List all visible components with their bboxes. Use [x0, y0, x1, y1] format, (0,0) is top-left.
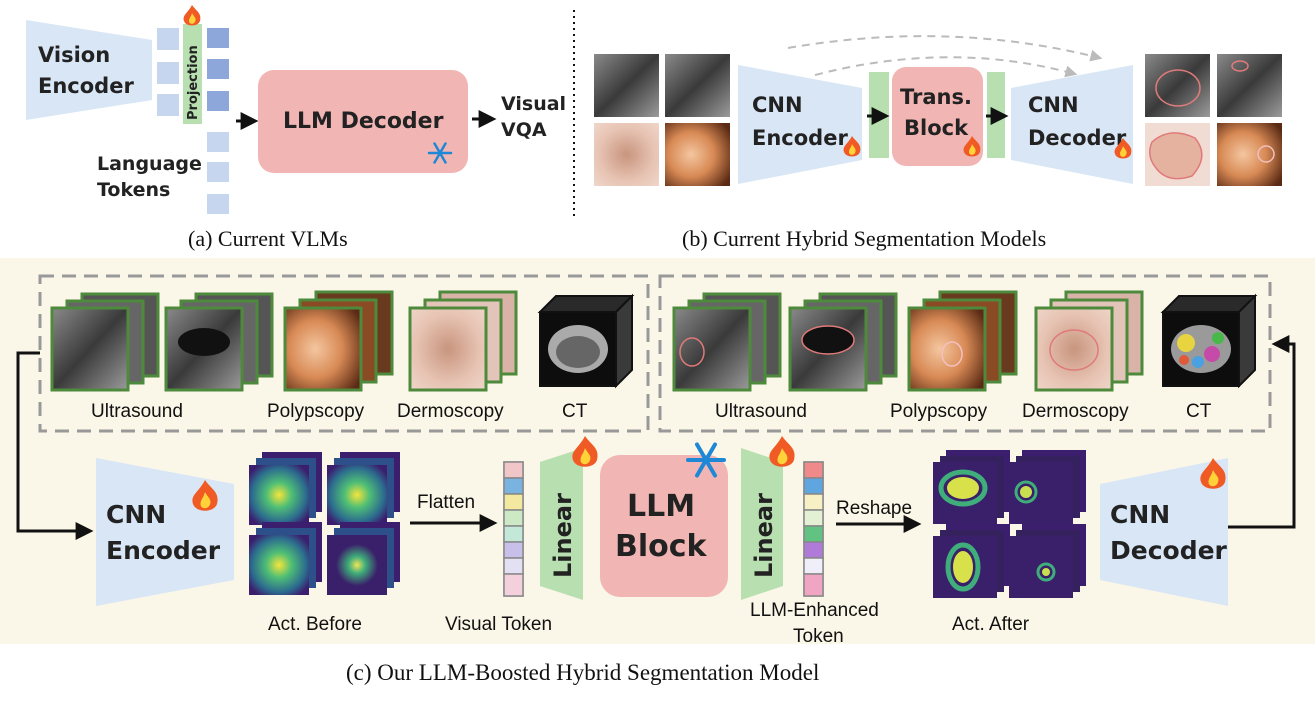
snowflake-icon [427, 142, 453, 164]
trans-block-box [892, 67, 983, 166]
linear-in-shape [540, 448, 583, 600]
input-ultrasound-stack [50, 292, 160, 392]
output-image-grid [1145, 54, 1282, 186]
reshape-label: Reshape [836, 498, 912, 519]
input-modality-labels: Ultrasound Polypscopy Dermoscopy CT [91, 401, 588, 422]
language-tokens-label: Language Tokens [97, 153, 209, 201]
projection-label: Projection [186, 45, 201, 120]
panel-b: CNN Encoder Trans. Block CNN Decoder [594, 35, 1282, 251]
projected-token-column [207, 28, 229, 111]
cnn-encoder-label: CNN Encoder [106, 500, 221, 565]
input-ct-cube [537, 293, 635, 389]
enhanced-token-column [803, 461, 824, 597]
linear-out-shape [741, 448, 783, 600]
input-group-box [38, 274, 650, 433]
cnn-encoder-shape [96, 458, 234, 606]
panel-a: Vision Encoder Projection Language Token… [26, 5, 573, 251]
modality-label: Dermoscopy [1022, 401, 1129, 422]
activation-maps-after [933, 450, 1086, 598]
caption-c: (c) Our LLM-Boosted Hybrid Segmentation … [346, 660, 819, 685]
fire-icon [963, 136, 981, 157]
fire-icon [843, 136, 861, 157]
decoder-to-output-connector [1228, 335, 1296, 529]
input-dermoscopy-stack [408, 290, 518, 392]
output-ultrasound-2-stack [788, 292, 898, 392]
input-polypscopy-stack [283, 290, 394, 392]
fire-icon [183, 5, 201, 26]
input-image-grid [594, 54, 730, 186]
projection-bar [183, 24, 202, 124]
cnn-encoder-label: CNN Encoder [752, 93, 848, 150]
linear-in-label: Linear [549, 493, 577, 578]
visual-token-label: Visual Token [445, 614, 552, 635]
fire-icon [572, 436, 598, 467]
modality-label: Polypscopy [267, 401, 365, 422]
enhanced-token-label: LLM-Enhanced Token [750, 600, 884, 647]
cnn-decoder-label: CNN Decoder [1028, 93, 1127, 150]
output-label: Visual VQA [501, 93, 573, 141]
panel-c: Ultrasound Polypscopy Dermoscopy CT [0, 258, 1315, 685]
activation-maps-before [249, 452, 400, 595]
output-dermoscopy-stack [1034, 290, 1144, 392]
cnn-decoder-shape [1011, 65, 1133, 184]
act-before-label: Act. Before [268, 614, 362, 635]
cnn-decoder-shape [1100, 458, 1228, 606]
linear-out-label: Linear [750, 493, 778, 578]
fire-icon [1114, 138, 1132, 159]
llm-block-label: LLM Block [615, 489, 708, 564]
llm-decoder-label: LLM Decoder [283, 109, 444, 134]
snowflake-icon [686, 442, 726, 478]
trans-block-label: Trans. Block [900, 85, 979, 140]
fire-icon [192, 480, 218, 511]
input-to-encoder-connector [16, 351, 94, 540]
skip-connection-outer [787, 35, 1103, 62]
modality-label: Polypscopy [890, 401, 988, 422]
modality-label: Dermoscopy [397, 401, 504, 422]
llm-decoder-box [258, 70, 468, 173]
output-modality-labels: Ultrasound Polypscopy Dermoscopy CT [715, 401, 1212, 422]
output-ct-cube [1160, 293, 1258, 389]
cnn-encoder-shape [738, 65, 862, 184]
modality-label: CT [1186, 401, 1212, 422]
vision-encoder-label: Vision Encoder [38, 43, 134, 98]
flatten-label: Flatten [417, 492, 475, 513]
output-polypscopy-stack [907, 290, 1018, 392]
image-token-column [157, 28, 179, 116]
act-after-label: Act. After [952, 614, 1030, 635]
modality-label: Ultrasound [715, 401, 807, 422]
visual-token-column [503, 461, 524, 597]
cnn-decoder-label: CNN Decoder [1110, 500, 1228, 565]
language-token-column [207, 132, 229, 214]
fire-icon [769, 436, 795, 467]
fire-icon [1200, 458, 1226, 489]
caption-b: (b) Current Hybrid Segmentation Models [682, 226, 1046, 251]
output-group-box [658, 274, 1272, 433]
modality-label: Ultrasound [91, 401, 183, 422]
modality-label: CT [562, 401, 588, 422]
vision-encoder-shape [26, 20, 152, 120]
output-ultrasound-stack [672, 292, 782, 392]
caption-a: (a) Current VLMs [188, 226, 348, 251]
llm-block-box [600, 455, 728, 597]
skip-connection-inner [814, 56, 1078, 78]
input-ultrasound-2-stack [164, 292, 274, 392]
